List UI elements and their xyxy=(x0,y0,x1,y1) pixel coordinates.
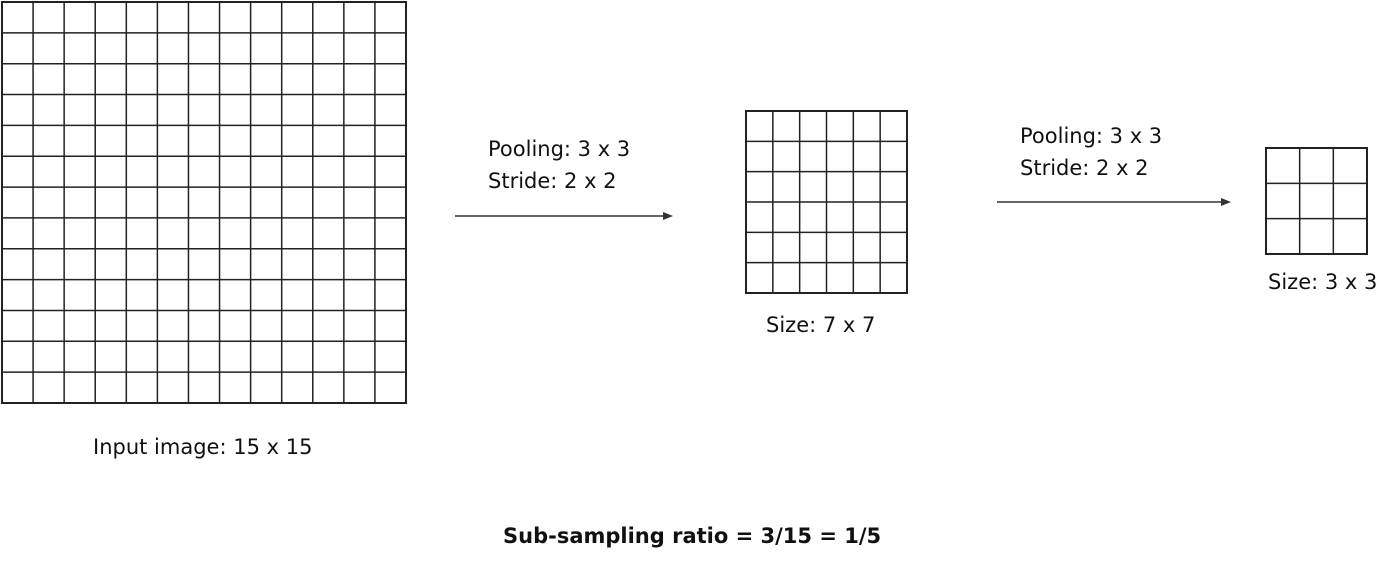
grid-border xyxy=(1265,147,1368,255)
arrow-2 xyxy=(997,198,1231,206)
pooled-grid-7x7 xyxy=(745,110,908,294)
stride-label-1: Stride: 2 x 2 xyxy=(488,169,617,193)
size-caption-1: Size: 7 x 7 xyxy=(766,313,875,337)
input-image-caption: Input image: 15 x 15 xyxy=(93,435,312,459)
pooled-grid-3x3 xyxy=(1265,147,1368,255)
pooling-label-2: Pooling: 3 x 3 xyxy=(1020,124,1162,148)
grid-border xyxy=(745,110,908,294)
stride-label-2: Stride: 2 x 2 xyxy=(1020,156,1149,180)
size-caption-2: Size: 3 x 3 xyxy=(1268,270,1377,294)
pooling-label-1: Pooling: 3 x 3 xyxy=(488,137,630,161)
subsampling-ratio: Sub-sampling ratio = 3/15 = 1/5 xyxy=(503,524,881,548)
arrow-1 xyxy=(455,212,673,220)
grid-border xyxy=(1,1,407,404)
input-image-grid xyxy=(1,1,407,404)
